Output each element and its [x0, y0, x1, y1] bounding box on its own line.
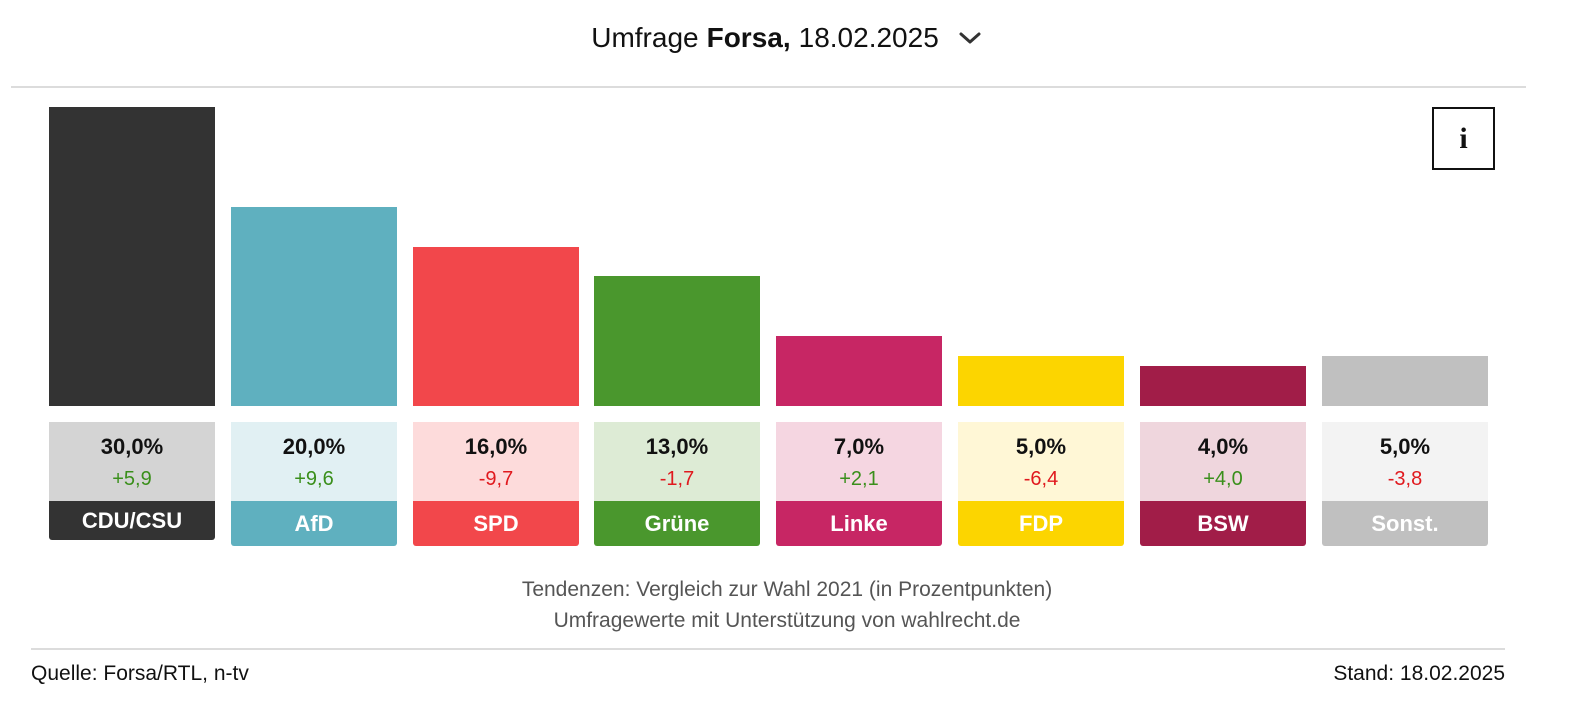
diff-label: -1,7 — [659, 468, 695, 490]
party-card-linke: 7,0% +2,1 Linke — [776, 422, 942, 546]
poll-selector[interactable]: Umfrage Forsa, 18.02.2025 — [0, 0, 1574, 76]
party-name-label: Linke — [776, 501, 942, 546]
header-divider — [11, 86, 1526, 88]
chevron-down-icon[interactable] — [957, 25, 983, 51]
bar-bsw — [1140, 366, 1306, 406]
party-card-result: 5,0% -3,8 — [1322, 422, 1488, 501]
bar-linke — [776, 336, 942, 406]
party-name-label: Sonst. — [1322, 501, 1488, 546]
trend-note: Tendenzen: Vergleich zur Wahl 2021 (in P… — [521, 578, 1053, 601]
diff-label: +4,0 — [1203, 468, 1243, 490]
value-label: 13,0% — [645, 434, 709, 459]
stand-label: Stand: 18.02.2025 — [1333, 662, 1505, 685]
party-name-label: BSW — [1140, 501, 1306, 546]
bar-gruene — [594, 276, 760, 406]
diff-label: -9,7 — [478, 468, 514, 490]
value-label: 4,0% — [1197, 434, 1249, 459]
party-card-result: 5,0% -6,4 — [958, 422, 1124, 501]
value-label: 30,0% — [100, 434, 164, 459]
value-label: 5,0% — [1015, 434, 1067, 459]
party-card-result: 13,0% -1,7 — [594, 422, 760, 501]
party-card-spd: 16,0% -9,7 SPD — [413, 422, 579, 546]
party-name-label: CDU/CSU — [49, 501, 215, 540]
diff-label: +5,9 — [112, 468, 152, 490]
info-icon: i — [1459, 121, 1468, 155]
bar-chart — [49, 107, 1488, 406]
poll-institute: Forsa, — [706, 22, 791, 53]
value-label: 5,0% — [1379, 434, 1431, 459]
support-note: Umfragewerte mit Unterstützung von wahlr… — [553, 609, 1021, 632]
party-card-gruene: 13,0% -1,7 Grüne — [594, 422, 760, 546]
party-name-label: AfD — [231, 501, 397, 546]
diff-label: -3,8 — [1387, 468, 1423, 490]
value-label: 16,0% — [464, 434, 528, 459]
bar-cdu-csu — [49, 107, 215, 406]
poll-title-prefix: Umfrage — [591, 22, 699, 53]
poll-date: 18.02.2025 — [798, 22, 939, 53]
value-label: 20,0% — [282, 434, 346, 459]
party-name-label: SPD — [413, 501, 579, 546]
bar-spd — [413, 247, 579, 406]
bar-sonst — [1322, 356, 1488, 406]
party-card-result: 20,0% +9,6 — [231, 422, 397, 501]
bar-fdp — [958, 356, 1124, 406]
party-name-label: FDP — [958, 501, 1124, 546]
source-label: Quelle: Forsa/RTL, n-tv — [31, 662, 249, 685]
diff-label: -6,4 — [1023, 468, 1059, 490]
party-card-fdp: 5,0% -6,4 FDP — [958, 422, 1124, 546]
party-card-afd: 20,0% +9,6 AfD — [231, 422, 397, 546]
party-card-bsw: 4,0% +4,0 BSW — [1140, 422, 1306, 546]
party-name-label: Grüne — [594, 501, 760, 546]
diff-label: +2,1 — [839, 468, 879, 490]
diff-label: +9,6 — [294, 468, 334, 490]
party-card-result: 16,0% -9,7 — [413, 422, 579, 501]
party-card-result: 4,0% +4,0 — [1140, 422, 1306, 501]
info-button[interactable]: i — [1432, 107, 1495, 170]
bar-afd — [231, 207, 397, 406]
party-card-result: 30,0% +5,9 — [49, 422, 215, 501]
value-label: 7,0% — [833, 434, 885, 459]
party-card-cdu-csu: 30,0% +5,9 CDU/CSU — [49, 422, 215, 540]
footer-divider — [31, 648, 1505, 650]
party-card-sonst: 5,0% -3,8 Sonst. — [1322, 422, 1488, 546]
party-card-result: 7,0% +2,1 — [776, 422, 942, 501]
